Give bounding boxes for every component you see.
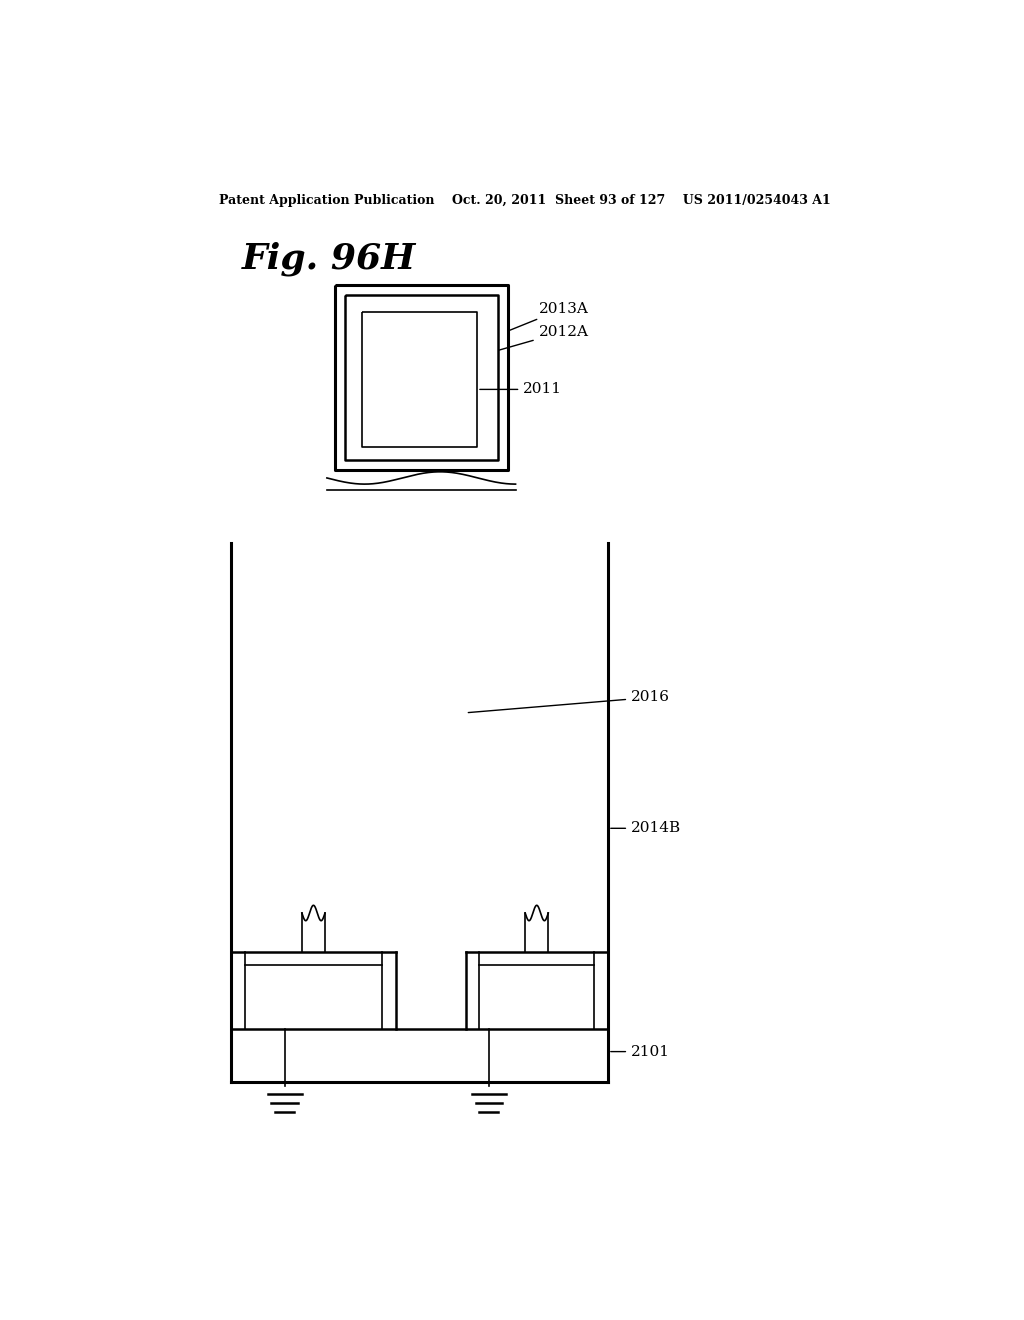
Text: 2013A: 2013A: [509, 301, 589, 330]
Text: 2016: 2016: [468, 690, 670, 713]
Text: 2011: 2011: [480, 383, 562, 396]
Text: 2014B: 2014B: [610, 821, 681, 836]
Text: Patent Application Publication    Oct. 20, 2011  Sheet 93 of 127    US 2011/0254: Patent Application Publication Oct. 20, …: [219, 194, 830, 207]
Text: 2012A: 2012A: [499, 325, 589, 350]
Text: 2101: 2101: [610, 1044, 670, 1059]
Text: Fig. 96H: Fig. 96H: [243, 242, 417, 276]
